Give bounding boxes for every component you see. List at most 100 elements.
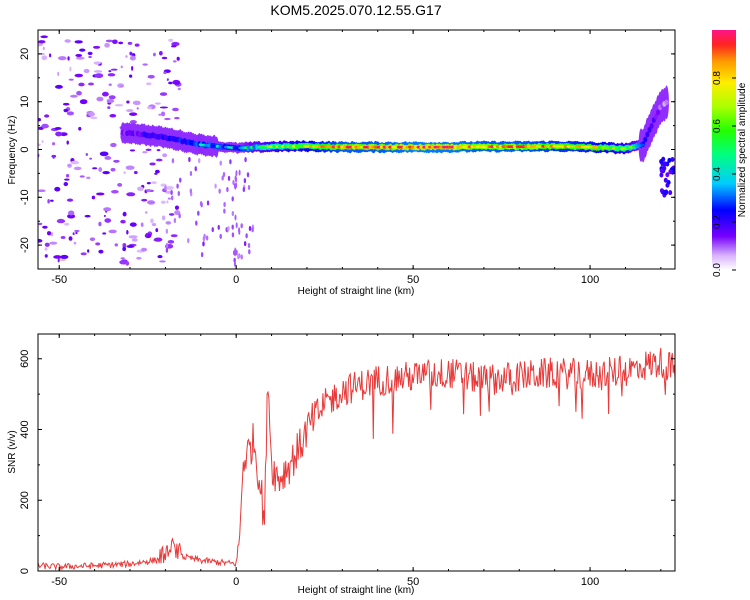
spectral-noise-blob (197, 210, 200, 216)
spectral-noise-blob (72, 232, 75, 236)
spectral-noise-blob (163, 71, 167, 75)
spectral-noise-blob (49, 241, 58, 245)
spectral-noise-blob (134, 43, 140, 47)
spectral-noise-blob (118, 41, 124, 45)
spectral-noise-blob (75, 56, 85, 60)
spectral-noise-blob (194, 166, 197, 172)
spectral-noise-blob (108, 95, 116, 100)
spectral-noise-blob (161, 215, 166, 221)
spectral-noise-blob (114, 243, 118, 247)
spectral-noise-blob (231, 196, 234, 202)
spectral-noise-blob (70, 94, 78, 98)
spectral-noise-blob (165, 242, 169, 248)
spectral-noise-blob (235, 170, 238, 177)
spectral-ridge-mark (656, 109, 661, 116)
x-tick-label: 0 (233, 576, 239, 588)
spectral-noise-blob (126, 229, 129, 235)
spectral-noise-blob (96, 96, 104, 102)
spectral-noise-blob (238, 169, 241, 176)
spectral-noise-blob (151, 181, 157, 185)
spectral-noise-blob (159, 92, 168, 96)
spectral-noise-blob (119, 84, 124, 88)
spectral-noise-blob (146, 82, 152, 86)
spectral-noise-blob (128, 235, 138, 239)
spectral-noise-blob (156, 149, 161, 152)
spectral-noise-blob (174, 116, 180, 120)
snr-marks (38, 347, 675, 571)
spectral-noise-blob (161, 111, 166, 117)
spectral-noise-blob (136, 107, 139, 110)
spectral-noise-blob (93, 70, 103, 73)
spectral-noise-blob (120, 65, 123, 69)
spectral-noise-blob (60, 254, 69, 259)
spectral-noise-blob (146, 189, 151, 193)
spectral-noise-blob (85, 153, 89, 156)
spectral-noise-blob (226, 187, 229, 193)
spectral-noise-blob (88, 82, 95, 86)
spectral-noise-blob (110, 142, 117, 148)
spectral-noise-blob (174, 210, 181, 216)
spectral-noise-blob (86, 176, 91, 180)
spectral-noise-blob (125, 55, 128, 58)
spectral-noise-blob (127, 41, 133, 45)
spectral-noise-blob (55, 84, 63, 89)
spectral-noise-blob (157, 254, 163, 259)
spectral-noise-blob (165, 247, 169, 253)
spectral-noise-blob (168, 81, 173, 85)
page-title: KOM5.2025.070.12.55.G17 (270, 2, 442, 18)
spectral-noise-blob (200, 252, 204, 258)
spectral-noise-blob (78, 82, 85, 87)
spectral-ridge-mark (664, 99, 669, 106)
spectral-noise-blob (125, 261, 130, 266)
spectral-noise-blob (659, 168, 664, 174)
spectral-noise-blob (74, 73, 84, 78)
spectral-noise-blob (38, 222, 43, 226)
spectral-noise-blob (159, 260, 166, 263)
spectral-noise-blob (214, 183, 217, 189)
spectral-noise-blob (79, 175, 85, 178)
spectral-noise-blob (665, 182, 670, 188)
spectral-noise-blob (74, 229, 80, 233)
spectral-noise-blob (146, 106, 153, 110)
spectral-noise-blob (49, 53, 52, 58)
x-tick-label: 0 (233, 274, 239, 286)
spectral-noise-blob (221, 175, 224, 181)
spectral-noise-blob (129, 112, 138, 116)
spectrogram-marks (38, 35, 675, 267)
spectral-noise-blob (42, 46, 45, 50)
spectral-noise-blob (54, 186, 61, 192)
spectral-noise-blob (202, 241, 205, 247)
spectral-noise-blob (80, 252, 87, 256)
spectral-noise-blob (168, 38, 174, 42)
spectral-noise-blob (170, 45, 177, 48)
spectral-noise-blob (219, 233, 222, 239)
spectral-noise-blob (164, 117, 171, 121)
spectral-noise-blob (211, 227, 214, 233)
spectral-noise-blob (99, 151, 109, 157)
spectral-noise-blob (109, 114, 117, 118)
spectral-noise-blob (242, 186, 246, 192)
spectral-noise-blob (41, 140, 44, 143)
spectral-noise-blob (73, 241, 77, 245)
spectral-noise-blob (56, 218, 66, 224)
spectral-noise-blob (205, 235, 209, 241)
spectral-noise-blob (65, 174, 70, 178)
spectral-noise-blob (203, 233, 206, 239)
x-tick-label: 50 (407, 576, 419, 588)
spectral-noise-blob (217, 224, 220, 230)
spectral-noise-blob (245, 233, 248, 239)
spectral-noise-blob (137, 186, 144, 191)
spectral-noise-blob (60, 235, 66, 239)
spectral-noise-blob (238, 228, 241, 235)
spectral-noise-blob (92, 45, 101, 49)
spectral-noise-blob (96, 192, 105, 196)
y-tick-label: -10 (19, 189, 31, 205)
spectral-noise-blob (668, 190, 673, 196)
spectral-noise-blob (52, 155, 55, 159)
spectral-noise-blob (102, 232, 107, 235)
spectral-noise-blob (667, 157, 672, 163)
spectral-noise-blob (243, 178, 247, 184)
colorbar-tick-label: 0.0 (712, 263, 723, 277)
spectrogram-y-axis: -20 -10 0 10 20 (19, 29, 675, 270)
